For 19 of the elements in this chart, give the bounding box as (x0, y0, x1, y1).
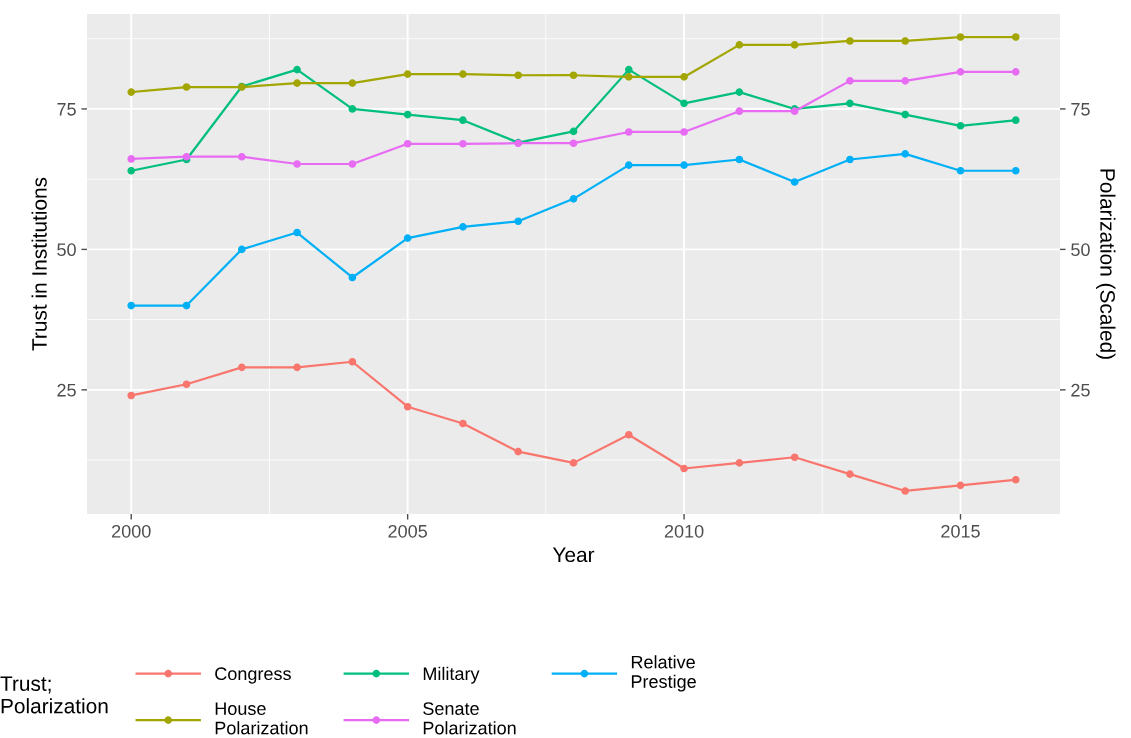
y-axis-title: Trust in Institutions (31, 177, 47, 351)
x-tick-label: 2000 (112, 524, 151, 538)
y2-axis-title: Polarization (Scaled) (1096, 169, 1116, 359)
x-axis-title: Year (552, 547, 595, 563)
legend-title: Trust; Polarization (0, 676, 108, 714)
y2-tick-label: 25 (1071, 383, 1090, 397)
x-tick-label: 2010 (664, 524, 704, 538)
y2-tick-label: 75 (1071, 103, 1090, 116)
legend-label: Congress (215, 667, 291, 684)
legend-label: Relative Prestige (631, 655, 696, 692)
x-tick-label: 2015 (941, 524, 980, 538)
legend-label: House Polarization (215, 702, 308, 735)
y-tick-label: 75 (57, 103, 76, 116)
legend-label: Senate Polarization (423, 702, 516, 735)
y2-tick-label: 50 (1071, 243, 1090, 257)
legend-label: Military (423, 666, 480, 684)
x-tick-label: 2005 (388, 524, 427, 538)
y-tick-label: 25 (57, 383, 76, 397)
y-tick-label: 50 (57, 243, 76, 257)
